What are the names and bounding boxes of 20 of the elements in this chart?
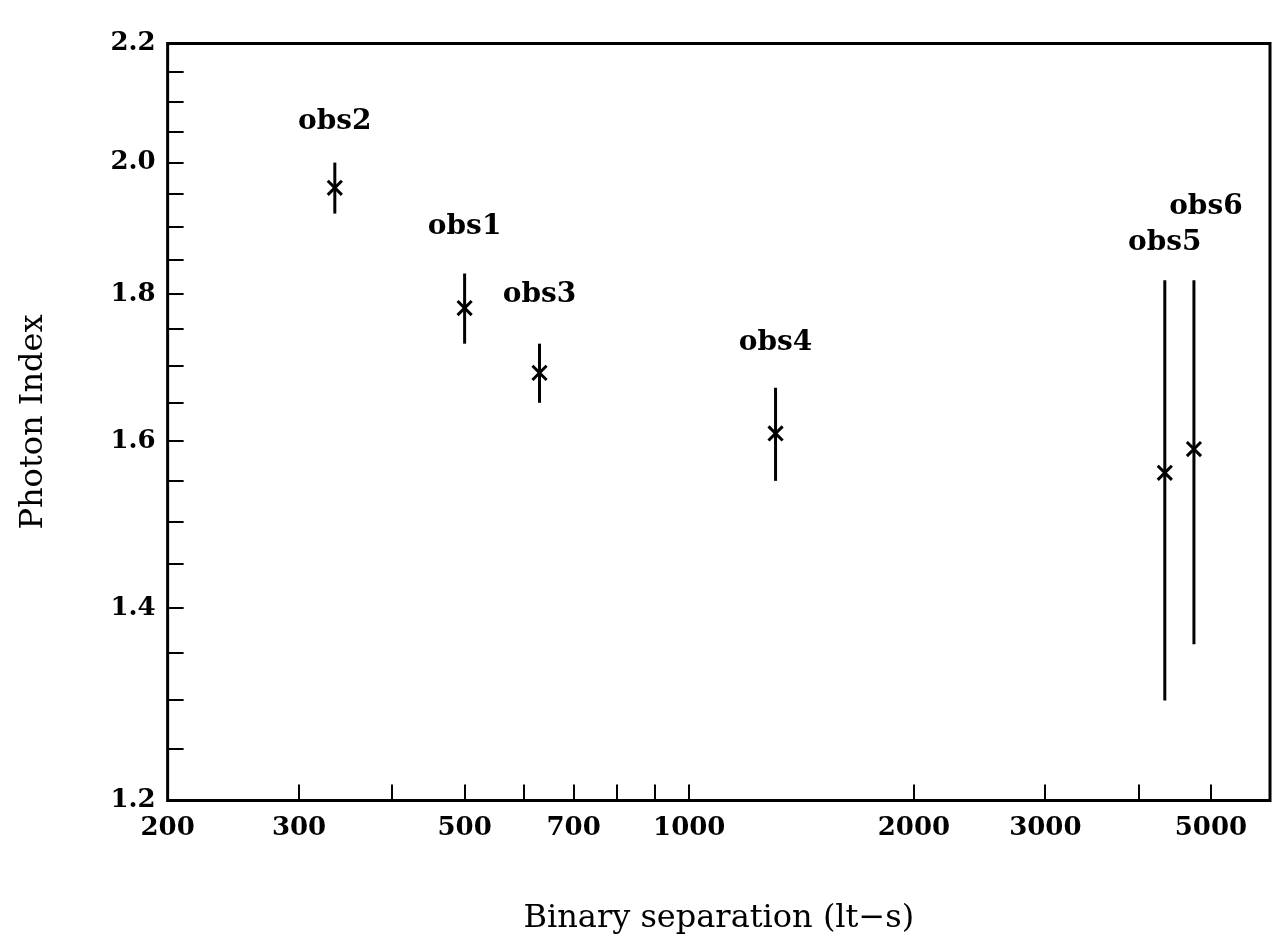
x-axis-title: Binary separation (lt−s) <box>523 897 915 936</box>
y-axis-title: Photon Index <box>11 314 50 530</box>
annotation: obs4 <box>738 323 813 357</box>
y-tick-label: 1.4 <box>110 590 156 621</box>
x-tick-label: 5000 <box>1174 810 1248 841</box>
annotation: obs2 <box>298 103 372 137</box>
x-tick-label: 1000 <box>653 810 726 841</box>
y-tick-label: 1.6 <box>110 423 156 454</box>
x-tick-label: 500 <box>437 810 492 841</box>
y-tick-label: 2.2 <box>110 26 156 57</box>
annotation: obs3 <box>502 276 577 310</box>
x-tick-label: 3000 <box>1009 810 1082 841</box>
x-tick-label: 2000 <box>877 810 951 841</box>
y-tick-label: 2.0 <box>110 145 156 176</box>
annotation: obs1 <box>427 208 502 242</box>
x-tick-label: 300 <box>271 810 327 841</box>
x-tick-label: 700 <box>546 810 601 841</box>
annotation: obs5 <box>1128 223 1202 257</box>
annotation: obs6 <box>1169 187 1243 221</box>
y-tick-label: 1.8 <box>110 276 156 307</box>
